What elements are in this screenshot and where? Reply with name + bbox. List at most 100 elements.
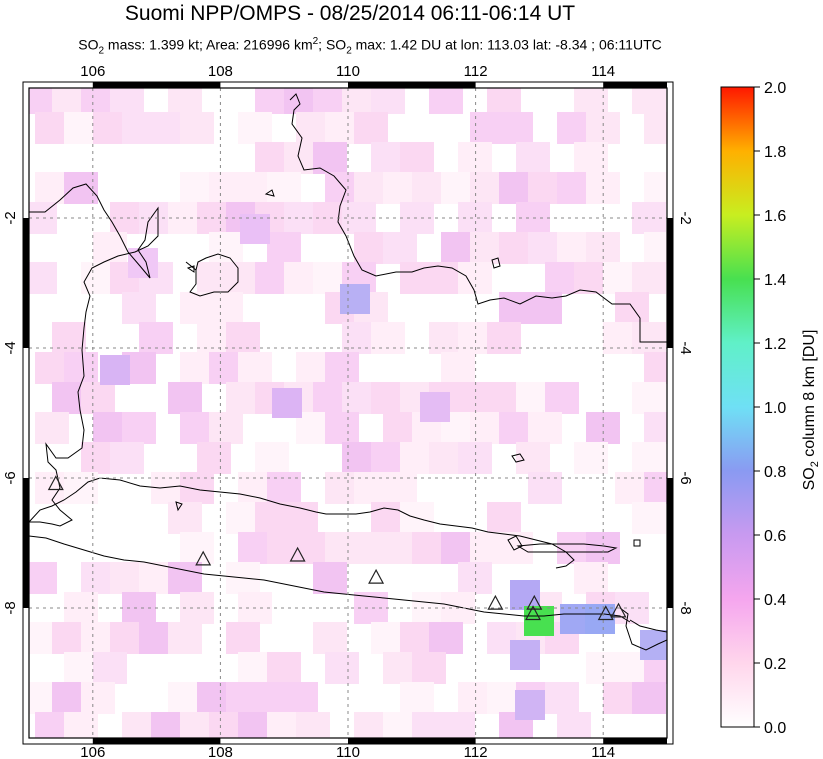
so2-pixel	[197, 442, 231, 474]
so2-pixel	[197, 262, 231, 294]
lat-tick-label-left: -8	[2, 601, 19, 614]
so2-pixel	[342, 382, 376, 414]
neatline-bar	[92, 82, 221, 88]
so2-pixel	[383, 232, 417, 264]
lon-tick-label-top: 108	[208, 63, 233, 80]
so2-pixel	[557, 112, 591, 144]
colorbar-tick-label: 1.0	[764, 400, 786, 417]
so2-pixel	[168, 682, 202, 714]
bangka-island-coast	[185, 253, 239, 297]
colorbar-tick-label: 1.8	[764, 144, 786, 161]
so2-pixel	[296, 532, 330, 564]
so2-pixel	[93, 232, 127, 264]
so2-pixel	[325, 172, 359, 204]
so2-pixel	[29, 562, 57, 594]
so2-pixel	[487, 88, 521, 114]
so2-pixel	[603, 262, 637, 294]
so2-pixel	[383, 712, 417, 738]
so2-pixel	[371, 88, 405, 114]
so2-max-label: ; SO	[318, 36, 347, 53]
so2-pixel	[516, 142, 550, 174]
so2-pixel	[284, 88, 318, 114]
so2-pixel	[342, 442, 376, 474]
so2-pixel	[313, 562, 347, 594]
lon-tick-label-bottom: 108	[208, 744, 233, 759]
so2-pixel	[412, 532, 446, 564]
lat-tick-label-right: -2	[677, 211, 694, 224]
so2-pixel	[632, 88, 666, 114]
so2-pixel	[81, 562, 115, 594]
so2-pixel	[267, 652, 301, 684]
neatline-bar	[23, 218, 29, 348]
colorbar-tick-label: 0.6	[764, 528, 786, 545]
borneo-coast	[289, 93, 667, 343]
so2-pixel	[267, 712, 301, 738]
so2-pixel	[458, 322, 492, 354]
colorbar-tick-label: 0.8	[764, 464, 786, 481]
so2-pixel	[110, 442, 144, 474]
so2-pixel	[100, 355, 130, 385]
colorbar-label-suffix: column 8 km [DU]	[801, 330, 818, 462]
so2-pixel	[267, 472, 301, 504]
volcano-marker	[610, 602, 627, 618]
small-island	[264, 189, 275, 197]
so2-pixel	[209, 412, 243, 444]
mass-area-text: mass: 1.399 kt; Area: 216996 km	[104, 36, 313, 53]
lon-tick-label-bottom: 110	[336, 744, 360, 759]
so2-pixel	[255, 142, 289, 174]
so2-pixel	[81, 88, 115, 114]
so2-pixel	[296, 352, 330, 384]
so2-pixel	[325, 532, 359, 564]
lon-tick-label-top: 106	[80, 63, 105, 80]
small-island	[633, 539, 641, 547]
so2-pixel	[180, 352, 214, 384]
colorbar-label-subscript: 2	[809, 461, 821, 467]
so2-pixel	[515, 690, 545, 720]
so2-pixel	[197, 682, 231, 714]
lat-tick-label-right: -4	[677, 341, 694, 354]
so2-pixel	[371, 442, 405, 474]
so2-pixel	[632, 502, 666, 534]
so2-pixel	[557, 712, 591, 738]
so2-pixel	[644, 412, 667, 444]
so2-pixel	[400, 682, 434, 714]
small-island	[186, 265, 195, 273]
small-island	[175, 501, 183, 512]
so2-pixel	[122, 412, 156, 444]
colorbar-tick-label: 0.0	[764, 720, 786, 737]
colorbar-tick-label: 1.6	[764, 208, 786, 225]
so2-pixel	[272, 388, 302, 418]
so2-pixel	[383, 412, 417, 444]
volcano-marker	[525, 605, 542, 621]
so2-pixel	[29, 622, 57, 654]
so2-pixel	[168, 502, 202, 534]
so2-pixel	[441, 532, 475, 564]
so2-pixel	[226, 622, 260, 654]
so2-pixel	[168, 622, 202, 654]
so2-pixel	[284, 262, 318, 294]
so2-pixel	[371, 142, 405, 174]
so2-pixel	[340, 284, 370, 314]
so2-pixel	[400, 142, 434, 174]
so2-pixel	[487, 502, 521, 534]
so2-pixel	[603, 682, 637, 714]
colorbar-tick-label: 1.4	[764, 272, 786, 289]
so2-pixel	[371, 502, 405, 534]
so2-pixel	[128, 248, 158, 278]
so2-pixel	[209, 352, 243, 384]
so2-pixel	[139, 622, 173, 654]
lat-tick-label-right: -6	[677, 471, 694, 484]
lat-tick-label-left: -4	[2, 341, 19, 354]
so2-pixel	[441, 172, 475, 204]
so2-pixel	[52, 382, 86, 414]
so2-pixel	[644, 472, 667, 504]
so2-pixel	[284, 682, 318, 714]
so2-pixel	[180, 112, 214, 144]
so2-pixel	[29, 262, 57, 294]
colorbar	[720, 86, 755, 728]
madura-island-coast	[516, 543, 618, 553]
volcano-marker	[597, 605, 614, 621]
so2-pixel	[35, 172, 69, 204]
so2-pixel	[441, 352, 475, 384]
bali-west-coast	[619, 607, 667, 651]
